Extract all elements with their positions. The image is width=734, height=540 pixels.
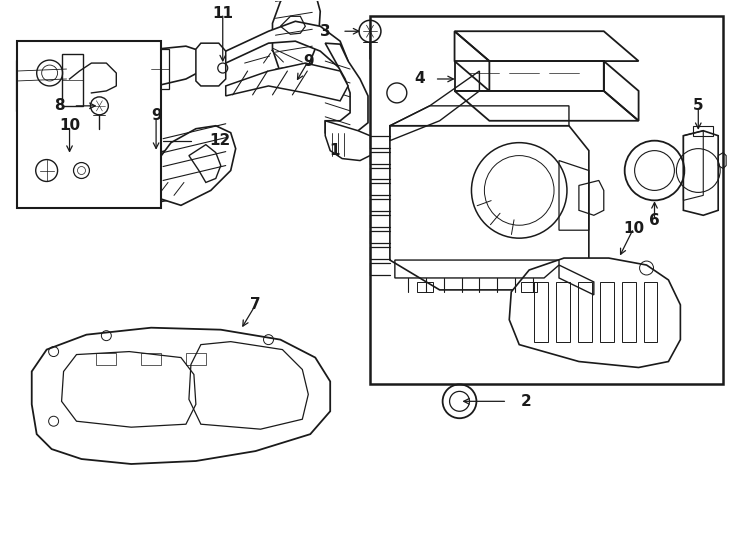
Text: 2: 2 — [521, 394, 532, 409]
Polygon shape — [17, 51, 67, 116]
Text: 8: 8 — [54, 98, 65, 113]
Text: 12: 12 — [208, 133, 230, 148]
Polygon shape — [26, 153, 106, 202]
Bar — [578, 282, 592, 342]
Bar — [96, 353, 116, 364]
Text: 5: 5 — [693, 98, 704, 113]
Text: 11: 11 — [212, 6, 233, 21]
Bar — [17, 41, 161, 208]
Polygon shape — [32, 328, 330, 464]
Bar — [71, 161, 81, 197]
Bar — [370, 16, 723, 384]
Text: 9: 9 — [303, 53, 313, 69]
Bar — [85, 161, 95, 197]
Text: 10: 10 — [59, 118, 80, 133]
Bar — [186, 353, 206, 364]
Bar — [417, 282, 432, 292]
Polygon shape — [113, 151, 199, 202]
Text: 4: 4 — [415, 71, 425, 86]
Text: 10: 10 — [623, 221, 644, 236]
Text: 3: 3 — [320, 24, 330, 39]
Bar — [644, 282, 658, 342]
Text: 6: 6 — [649, 213, 660, 228]
Bar — [622, 282, 636, 342]
Text: 7: 7 — [250, 298, 261, 312]
Polygon shape — [509, 258, 680, 368]
Bar — [141, 353, 161, 364]
Polygon shape — [219, 21, 348, 81]
Bar — [151, 49, 169, 89]
Polygon shape — [153, 126, 236, 205]
Polygon shape — [325, 121, 370, 160]
Bar — [62, 54, 84, 106]
Polygon shape — [226, 63, 348, 101]
Bar — [534, 282, 548, 342]
Polygon shape — [81, 46, 201, 93]
Polygon shape — [196, 43, 226, 86]
Polygon shape — [325, 43, 368, 133]
Bar — [43, 161, 54, 197]
Polygon shape — [272, 0, 320, 83]
Text: 1: 1 — [330, 143, 340, 158]
Bar — [600, 282, 614, 342]
Bar — [556, 282, 570, 342]
Polygon shape — [390, 126, 589, 290]
Bar — [57, 161, 68, 197]
Polygon shape — [189, 145, 221, 183]
Text: 9: 9 — [150, 109, 161, 123]
Bar — [521, 282, 537, 292]
